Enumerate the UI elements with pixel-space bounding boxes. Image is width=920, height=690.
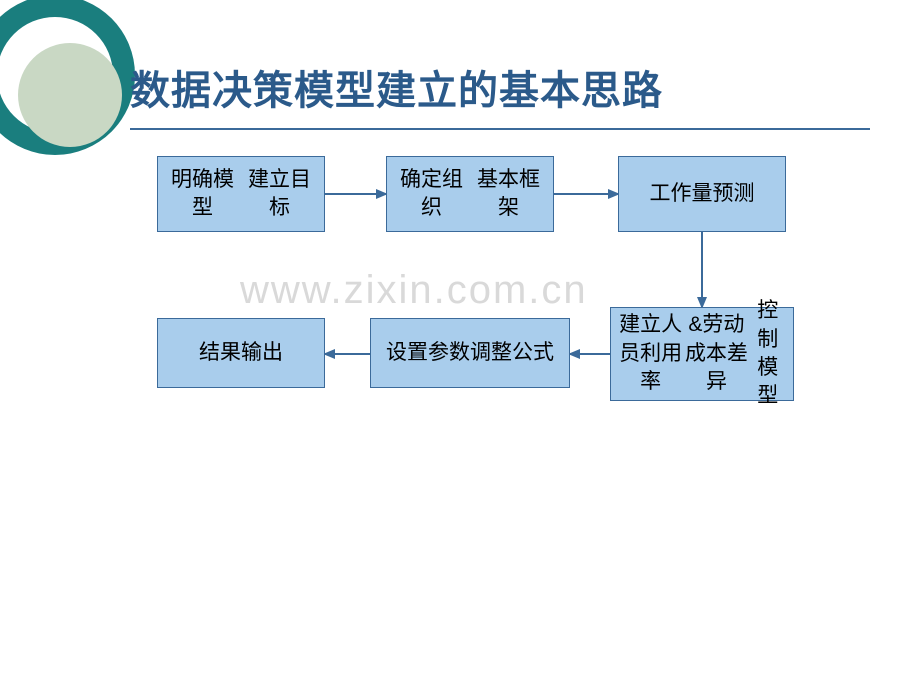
flowchart: 明确模型建立目标确定组织基本框架工作量预测建立人员利用率&劳动成本差异控制模型设… xyxy=(0,0,920,690)
flow-node-n3: 工作量预测 xyxy=(618,156,786,232)
flow-node-n5-line1: 设置参数调整公式 xyxy=(386,339,554,367)
flow-node-n4: 建立人员利用率&劳动成本差异控制模型 xyxy=(610,307,794,401)
flow-node-n2-line2: 基本框架 xyxy=(470,166,547,223)
flow-node-n4-line2: &劳动成本差异 xyxy=(684,311,748,396)
flow-node-n2: 确定组织基本框架 xyxy=(386,156,554,232)
flow-node-n6-line1: 结果输出 xyxy=(199,339,283,367)
flow-node-n3-line2: 预测 xyxy=(713,180,755,208)
flow-node-n5: 设置参数调整公式 xyxy=(370,318,570,388)
flow-node-n3-line1: 工作量 xyxy=(650,180,713,208)
flow-node-n1-line2: 建立目标 xyxy=(241,166,318,223)
flow-node-n4-line3: 控制模型 xyxy=(749,297,787,410)
flow-node-n4-line1: 建立人员利用率 xyxy=(617,311,684,396)
flow-node-n2-line1: 确定组织 xyxy=(393,166,470,223)
flow-node-n6: 结果输出 xyxy=(157,318,325,388)
flow-node-n1-line1: 明确模型 xyxy=(164,166,241,223)
flow-node-n1: 明确模型建立目标 xyxy=(157,156,325,232)
